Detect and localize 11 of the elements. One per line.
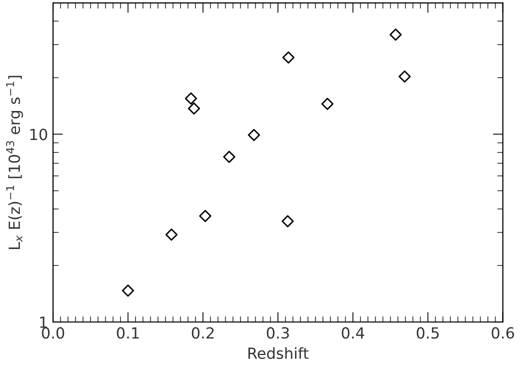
x-tick-label: 0.4 <box>342 327 364 339</box>
x-tick-label: 0.0 <box>42 327 64 339</box>
x-tick-label: 0.5 <box>416 327 439 339</box>
y-tick-label: 1 <box>40 316 47 328</box>
text: L$_{x}$ E(z)$^{−1}$ [10$^{43}$ erg s$^{−1}$] <box>6 76 24 249</box>
x-tick-label: 0.1 <box>116 327 139 339</box>
x-axis-title: Redshift <box>248 347 309 360</box>
x-tick-label: 0.3 <box>266 327 289 339</box>
x-tick-label: 0.2 <box>192 327 214 339</box>
x-tick-label: 0.6 <box>492 327 514 339</box>
y-tick-label: 10 <box>30 128 48 140</box>
